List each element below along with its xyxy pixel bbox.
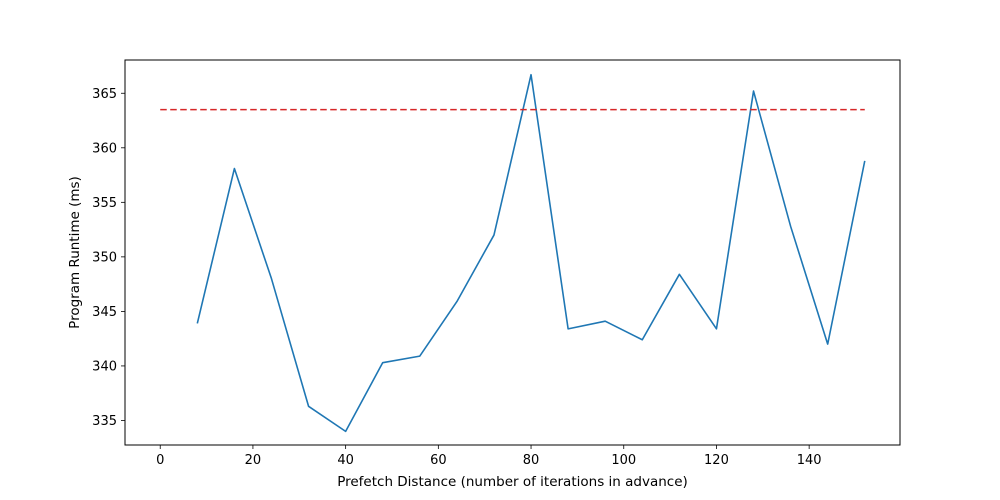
y-tick-label: 350 — [92, 250, 117, 265]
y-axis-label: Program Runtime (ms) — [67, 176, 83, 329]
x-tick-label: 0 — [156, 453, 164, 468]
series-layer — [160, 73, 866, 433]
plot-frame — [124, 59, 901, 446]
series-line-0 — [196, 73, 866, 433]
x-tick-label: 120 — [704, 453, 729, 468]
x-tick-label: 60 — [430, 453, 447, 468]
y-tick-label: 340 — [92, 359, 117, 374]
x-tick-label: 80 — [523, 453, 540, 468]
y-tick-label: 360 — [92, 141, 117, 156]
y-tick-label: 345 — [92, 305, 117, 320]
x-tick-label: 20 — [245, 453, 262, 468]
x-tick-label: 140 — [797, 453, 822, 468]
axes-layer: 0 20 40 60 80 100 120 140 335 340 345 350 355 360 365 — [92, 87, 821, 468]
y-tick-label: 335 — [92, 414, 117, 429]
x-axis-label: Prefetch Distance (number of iterations … — [337, 474, 688, 490]
y-tick-label: 355 — [92, 196, 117, 211]
y-tick-label: 365 — [92, 87, 117, 102]
x-tick-label: 100 — [611, 453, 636, 468]
x-tick-label: 40 — [337, 453, 354, 468]
plot-background — [125, 60, 900, 445]
